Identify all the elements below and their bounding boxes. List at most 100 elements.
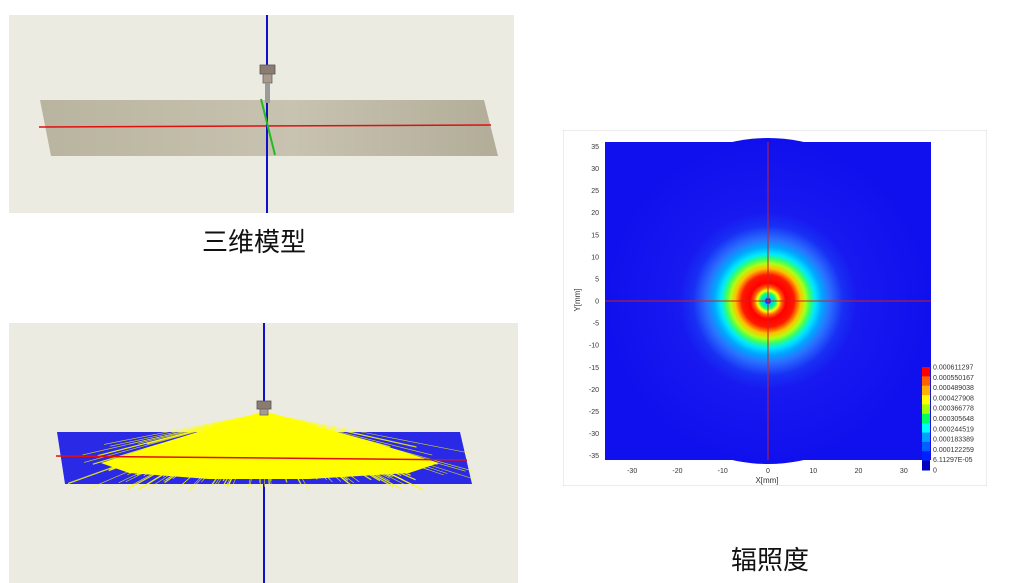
ray-line (142, 412, 265, 488)
ray-line (126, 412, 265, 488)
ray-line (110, 412, 265, 447)
y-tick-label: 10 (591, 254, 599, 261)
y-tick-label: 5 (595, 276, 599, 283)
ray-line (263, 412, 408, 487)
ray-line (187, 412, 265, 491)
ray-line (263, 412, 301, 483)
colorbar-swatch (922, 404, 930, 415)
ray-line (263, 412, 433, 456)
y-tick-label: 0 (595, 299, 599, 306)
y-tick-label: 15 (591, 232, 599, 239)
colorbar-swatch (922, 441, 930, 452)
colorbar: 0.000611297 0.000550167 0.000489038 0.00042… (922, 365, 974, 475)
y-tick-label: -15 (589, 365, 599, 372)
y-tick-label: -35 (589, 453, 599, 460)
ray-line (263, 412, 354, 484)
ray-line (143, 412, 265, 450)
colorbar-swatch (922, 432, 930, 443)
y-tick-label: 20 (591, 210, 599, 217)
ray-line (104, 412, 265, 445)
ray-line (148, 412, 265, 468)
x-axis-red (38, 124, 492, 128)
irradiance-chart: -30 -20 -10 0 10 20 30 35 30 25 20 15 10 5 0 -5 -10 -15 -2… (562, 129, 988, 487)
ray-line (180, 412, 265, 486)
led-source-icon (256, 400, 272, 416)
ray-line (263, 412, 407, 455)
ray-line (133, 412, 265, 469)
colorbar-label: 0.000244519 (933, 426, 974, 433)
x-tick-label: 10 (809, 468, 817, 475)
led-source-icon (259, 64, 276, 103)
3d-model-view (9, 15, 514, 213)
ray-line (263, 412, 475, 455)
ray-line (263, 412, 429, 471)
colorbar-label: 0.000427908 (933, 395, 974, 402)
ray-line (263, 412, 359, 474)
ray-line (263, 412, 273, 449)
colorbar-label: 0.000611297 (933, 365, 973, 372)
ray-line (170, 412, 265, 449)
colorbar-swatch (922, 395, 930, 405)
ray-line (220, 412, 265, 468)
ray-line (263, 412, 270, 485)
ray-line (263, 412, 333, 461)
ray-line (252, 412, 265, 448)
colorbar-label: 6.11297E-05 (933, 457, 973, 464)
y-tick-label: 25 (591, 188, 599, 195)
x-tick-label: -20 (672, 468, 682, 475)
ray-line (263, 412, 267, 466)
ray-line (165, 412, 265, 481)
ray-line (154, 412, 265, 469)
ray-trace-scene (55, 323, 475, 583)
colorbar-label: 0.000183389 (933, 437, 974, 444)
model-caption: 三维模型 (202, 228, 307, 258)
ray-line (263, 412, 416, 481)
ray-fan (67, 411, 475, 491)
ray-line (148, 412, 265, 489)
x-tick-label: 30 (900, 468, 908, 475)
irradiance-caption: 辐照度 (731, 546, 810, 576)
colorbar-label: 0.000366778 (933, 406, 974, 413)
colorbar-swatch (922, 367, 930, 377)
y-tick-label: -10 (589, 343, 599, 350)
ray-line (263, 412, 352, 447)
ray-line (222, 412, 265, 486)
ray-line (263, 412, 288, 483)
ray-line (263, 412, 417, 448)
axes: -30 -20 -10 0 10 20 30 35 30 25 20 15 10 5 0 -5 -10 -15 -2… (589, 142, 931, 475)
y-tick-label: 35 (591, 144, 599, 151)
irradiance-svg: -30 -20 -10 0 10 20 30 35 30 25 20 15 10 5 0 -5 -10 -15 -2… (562, 129, 988, 487)
ray-line (249, 412, 265, 487)
ray-line (227, 412, 265, 487)
x-tick-label: 0 (766, 468, 770, 475)
colorbar-swatch (922, 460, 930, 471)
colorbar-label: 0.000489038 (933, 385, 974, 392)
ray-line (263, 412, 369, 463)
ray-line (214, 412, 265, 485)
colorbar-swatch (922, 385, 930, 396)
colorbar-swatch (922, 413, 930, 424)
colorbar-label: 0.000122259 (933, 447, 974, 454)
ray-line (217, 412, 265, 485)
y-axis-green (260, 98, 276, 156)
ray-line (259, 412, 265, 483)
ray-line (164, 412, 265, 472)
ray-trace-view (9, 323, 518, 583)
y-tick-label: 30 (591, 166, 599, 173)
3d-model-scene (38, 15, 498, 213)
y-tick-label: -30 (589, 431, 599, 438)
colorbar-label: 0.000550167 (933, 375, 974, 382)
x-tick-label: -10 (718, 468, 728, 475)
ray-line (82, 412, 265, 456)
y-tick-label: -20 (589, 387, 599, 394)
colorbar-label: 0.000305648 (933, 416, 974, 423)
ray-line (263, 412, 337, 456)
x-tick-label: -30 (627, 468, 637, 475)
colorbar-label: 0 (933, 468, 937, 475)
ray-line (263, 412, 284, 479)
ray-line (146, 412, 265, 445)
ray-line (263, 412, 333, 483)
ray-line (263, 412, 387, 453)
ray-line (263, 412, 310, 471)
y-tick-label: -5 (593, 321, 599, 328)
